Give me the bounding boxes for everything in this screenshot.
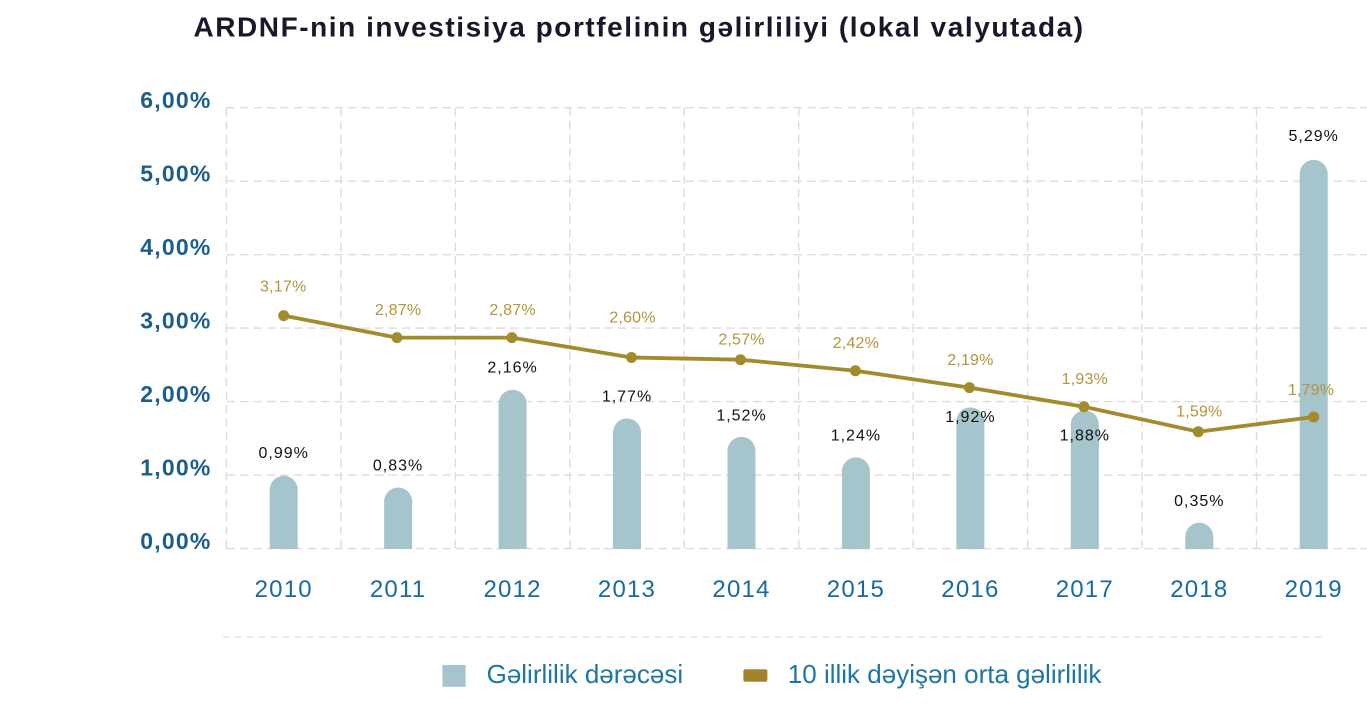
svg-text:1,59%: 1,59% xyxy=(1176,403,1222,420)
svg-text:2018: 2018 xyxy=(1170,576,1228,603)
svg-text:ARDNF-nin investisiya portfeli: ARDNF-nin investisiya portfelinin gəlirl… xyxy=(194,12,1085,43)
svg-text:1,52%: 1,52% xyxy=(716,407,766,424)
svg-text:1,88%: 1,88% xyxy=(1060,427,1110,444)
svg-text:1,00%: 1,00% xyxy=(140,455,211,481)
svg-text:1,93%: 1,93% xyxy=(1062,371,1108,388)
svg-text:2011: 2011 xyxy=(370,576,426,603)
svg-text:2016: 2016 xyxy=(941,576,999,603)
svg-text:Gəlirlilik dərəcəsi: Gəlirlilik dərəcəsi xyxy=(487,659,683,689)
svg-text:2,42%: 2,42% xyxy=(833,335,879,352)
svg-text:10 illik dəyişən orta gəlirlil: 10 illik dəyişən orta gəlirlilik xyxy=(788,659,1103,689)
svg-text:0,83%: 0,83% xyxy=(373,458,423,475)
svg-text:2014: 2014 xyxy=(712,576,770,603)
svg-text:5,00%: 5,00% xyxy=(140,161,211,187)
svg-text:0,00%: 0,00% xyxy=(140,528,211,554)
svg-text:0,99%: 0,99% xyxy=(259,445,309,462)
svg-text:2015: 2015 xyxy=(827,576,885,603)
svg-text:2012: 2012 xyxy=(483,576,541,603)
svg-text:1,24%: 1,24% xyxy=(831,427,881,444)
svg-text:2013: 2013 xyxy=(598,576,656,603)
svg-text:2,87%: 2,87% xyxy=(375,302,421,319)
svg-text:3,17%: 3,17% xyxy=(260,279,306,296)
svg-text:6,00%: 6,00% xyxy=(140,87,211,113)
svg-text:2,00%: 2,00% xyxy=(140,381,211,407)
svg-text:3,00%: 3,00% xyxy=(140,308,211,334)
svg-text:0,35%: 0,35% xyxy=(1174,493,1224,510)
svg-text:2,19%: 2,19% xyxy=(947,352,993,369)
svg-text:1,79%: 1,79% xyxy=(1288,382,1334,399)
svg-text:4,00%: 4,00% xyxy=(140,234,211,260)
svg-text:2019: 2019 xyxy=(1285,576,1343,603)
svg-text:5,29%: 5,29% xyxy=(1289,128,1339,145)
svg-text:2017: 2017 xyxy=(1056,576,1114,603)
svg-text:2,16%: 2,16% xyxy=(487,360,537,377)
svg-text:2,87%: 2,87% xyxy=(489,302,535,319)
svg-text:2,57%: 2,57% xyxy=(718,331,764,348)
svg-text:2010: 2010 xyxy=(255,576,313,603)
svg-text:2,60%: 2,60% xyxy=(609,310,655,327)
svg-text:1,92%: 1,92% xyxy=(945,409,995,426)
svg-text:1,77%: 1,77% xyxy=(602,389,652,406)
